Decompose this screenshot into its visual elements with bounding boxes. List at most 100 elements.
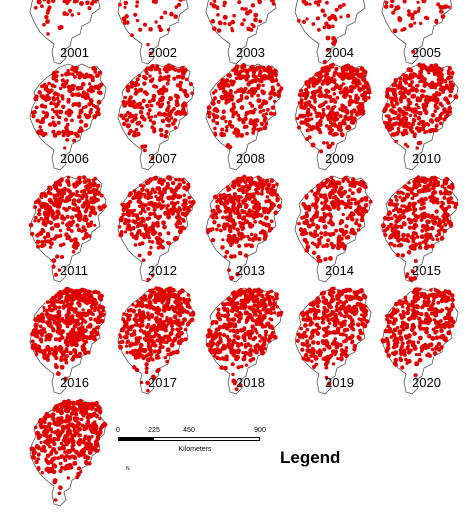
fire-point (80, 322, 83, 325)
fire-point (240, 94, 244, 98)
fire-point (411, 94, 416, 99)
fire-point (134, 236, 139, 241)
fire-point (231, 219, 235, 223)
fire-point (168, 287, 172, 291)
fire-point (223, 15, 228, 20)
fire-point (82, 175, 86, 179)
fire-point (132, 100, 136, 104)
fire-point (321, 82, 325, 86)
fire-point (245, 363, 248, 366)
fire-point (166, 196, 169, 199)
fire-point (178, 290, 183, 295)
fire-point (126, 339, 130, 343)
fire-point (211, 119, 215, 123)
fire-point (45, 320, 50, 325)
fire-point (44, 194, 48, 198)
fire-point (66, 311, 71, 316)
fire-point (72, 245, 76, 249)
fire-point (177, 69, 181, 73)
fire-point (58, 25, 63, 30)
fire-point (226, 307, 229, 310)
fire-point (33, 343, 38, 348)
fire-point (246, 27, 251, 32)
fire-point (327, 345, 332, 350)
fire-point (320, 194, 324, 198)
fire-point (407, 217, 411, 221)
fire-point (326, 358, 330, 362)
fire-point (158, 242, 162, 246)
fire-point (273, 311, 276, 314)
fire-point (334, 195, 338, 199)
fire-point (96, 291, 100, 295)
fire-point (170, 116, 174, 120)
fire-point (131, 303, 134, 306)
fire-point (248, 348, 253, 353)
fire-point (52, 98, 56, 102)
fire-point (268, 325, 273, 330)
fire-point (229, 329, 232, 332)
fire-point (77, 12, 80, 15)
fire-point (449, 223, 453, 227)
fire-point (357, 228, 361, 232)
fire-point (34, 333, 39, 338)
fire-point (394, 78, 399, 83)
fire-point (68, 9, 72, 13)
fire-point (327, 117, 331, 121)
fire-point (60, 335, 65, 340)
fire-point (156, 306, 160, 310)
fire-point (269, 187, 273, 191)
fire-point (398, 109, 403, 114)
fire-point (123, 6, 126, 9)
fire-point (398, 195, 401, 198)
fire-point (125, 226, 130, 231)
fire-point (152, 358, 155, 361)
fire-point (55, 254, 59, 258)
fire-point (413, 73, 417, 77)
fire-point (425, 99, 429, 103)
fire-point (154, 214, 158, 218)
fire-point (252, 192, 256, 196)
fire-point (38, 125, 42, 129)
fire-point (233, 254, 237, 258)
map-panel-2012: 2012 (108, 170, 203, 288)
fire-point (250, 93, 254, 97)
fire-point (62, 306, 65, 309)
fire-point (217, 85, 221, 89)
map-panel-2014: 2014 (285, 170, 380, 288)
fire-point (176, 96, 180, 100)
fire-point (49, 246, 52, 249)
fire-point (231, 307, 236, 312)
fire-point (347, 180, 350, 183)
fire-point (267, 208, 272, 213)
fire-point (236, 365, 240, 369)
fire-point (166, 182, 169, 185)
map-panel-2010: 2010 (372, 58, 467, 176)
fire-point (390, 101, 394, 105)
fire-point (420, 89, 424, 93)
fire-point (326, 105, 331, 110)
fire-point (433, 109, 437, 113)
fire-point (54, 307, 58, 311)
fire-point (186, 305, 189, 308)
fire-point (160, 324, 164, 328)
fire-point (385, 90, 389, 94)
fire-point (345, 236, 349, 240)
fire-point (324, 339, 329, 344)
fire-point (61, 300, 64, 303)
fire-point (82, 308, 85, 311)
fire-point (158, 215, 162, 219)
fire-point (237, 183, 241, 187)
fire-point (409, 114, 412, 117)
fire-point (235, 133, 240, 138)
fire-point (253, 18, 258, 23)
fire-point (143, 193, 146, 196)
fire-point (385, 103, 390, 108)
fire-point (334, 67, 338, 71)
fire-point (67, 183, 71, 187)
fire-point (240, 299, 244, 303)
fire-point (246, 91, 249, 94)
fire-point (228, 93, 232, 97)
year-label-2011: 2011 (60, 264, 88, 277)
fire-point (134, 313, 139, 318)
fire-point (48, 305, 52, 309)
